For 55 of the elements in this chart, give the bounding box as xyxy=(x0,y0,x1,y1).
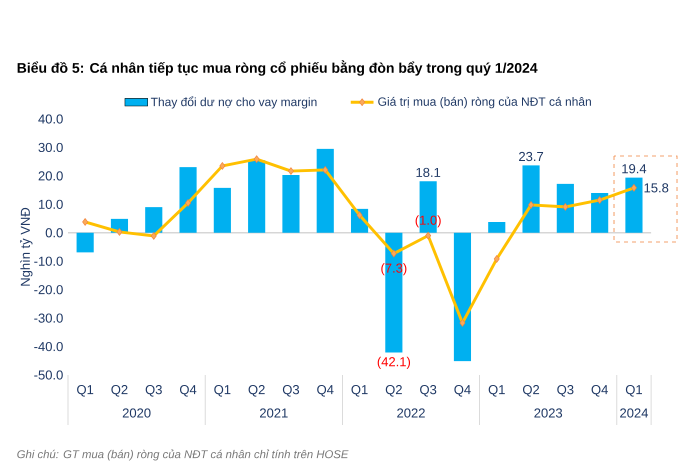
bar xyxy=(316,148,334,233)
x-tick-label: Q1 xyxy=(77,385,94,397)
data-label: 15.8 xyxy=(644,183,668,192)
x-tick-label: Q2 xyxy=(386,385,402,397)
text: 2021 xyxy=(260,408,288,418)
data-label: 23.7 xyxy=(519,152,544,162)
x-tick-label: Q4 xyxy=(317,385,334,397)
bar xyxy=(488,222,506,233)
x-tick-label: Q2 xyxy=(522,385,540,397)
x-tick-label: Q2 xyxy=(248,385,265,397)
x-tick-label: Q1 xyxy=(488,385,505,397)
y-tick-label: 10.0 xyxy=(38,200,63,209)
y-tick-label: -40.0 xyxy=(34,342,63,352)
x-tick-label: Q3 xyxy=(282,385,300,397)
bar xyxy=(556,184,574,233)
bar xyxy=(145,207,162,233)
y-tick-label: 40.0 xyxy=(38,114,63,124)
y-tick-label: 0.0 xyxy=(46,228,63,238)
text: 2023 xyxy=(534,408,562,418)
x-tick-label: Q2 xyxy=(111,385,128,397)
bar xyxy=(625,178,643,233)
bar xyxy=(591,192,608,233)
y-tick-label: -20.0 xyxy=(34,285,63,294)
y-tick-label: 20.0 xyxy=(38,171,63,180)
data-label: 19.4 xyxy=(622,164,646,174)
legend-label: Giá trị mua (bán) ròng của NĐT cá nhân xyxy=(378,96,591,108)
legend-label: Thay đổi dư nợ cho vay margin xyxy=(150,96,316,109)
text: 2020 xyxy=(122,408,151,418)
bar xyxy=(454,232,472,362)
x-tick-label: Q3 xyxy=(146,385,162,397)
text: 2024 xyxy=(620,408,648,418)
bar xyxy=(248,160,266,233)
y-tick-label: -30.0 xyxy=(34,314,63,323)
chart-title: Biểu đồ 5: Cá nhân tiếp tục mua ròng cổ phiếu bằng đòn bẩy trong quý 1/2024 xyxy=(18,60,538,76)
x-tick-label: Q1 xyxy=(351,385,368,397)
bar xyxy=(76,232,94,252)
bar xyxy=(522,165,540,233)
x-tick-label: Q3 xyxy=(557,385,574,397)
y-axis-title: Nghìn tỷ VNĐ xyxy=(20,208,33,286)
x-tick-label: Q4 xyxy=(592,385,608,397)
bar xyxy=(214,188,231,233)
y-tick-label: -10.0 xyxy=(34,256,63,266)
y-tick-label: -50.0 xyxy=(34,370,63,380)
data-label: 18.1 xyxy=(416,168,440,178)
y-tick-label: 30.0 xyxy=(38,142,63,152)
text: 2022 xyxy=(397,408,425,418)
x-tick-label: Q1 xyxy=(214,385,230,397)
x-tick-label: Q4 xyxy=(180,385,196,397)
x-tick-label: Q4 xyxy=(454,385,471,397)
text: Ghi chú: GT mua (bán) ròng của NĐT cá nhân chỉ tính trên HOSE xyxy=(17,450,349,460)
bar xyxy=(282,175,300,233)
bar xyxy=(179,167,197,233)
x-tick-label: Q3 xyxy=(420,385,436,397)
x-tick-label: Q1 xyxy=(626,385,642,397)
data-label: (42.1) xyxy=(378,356,410,369)
